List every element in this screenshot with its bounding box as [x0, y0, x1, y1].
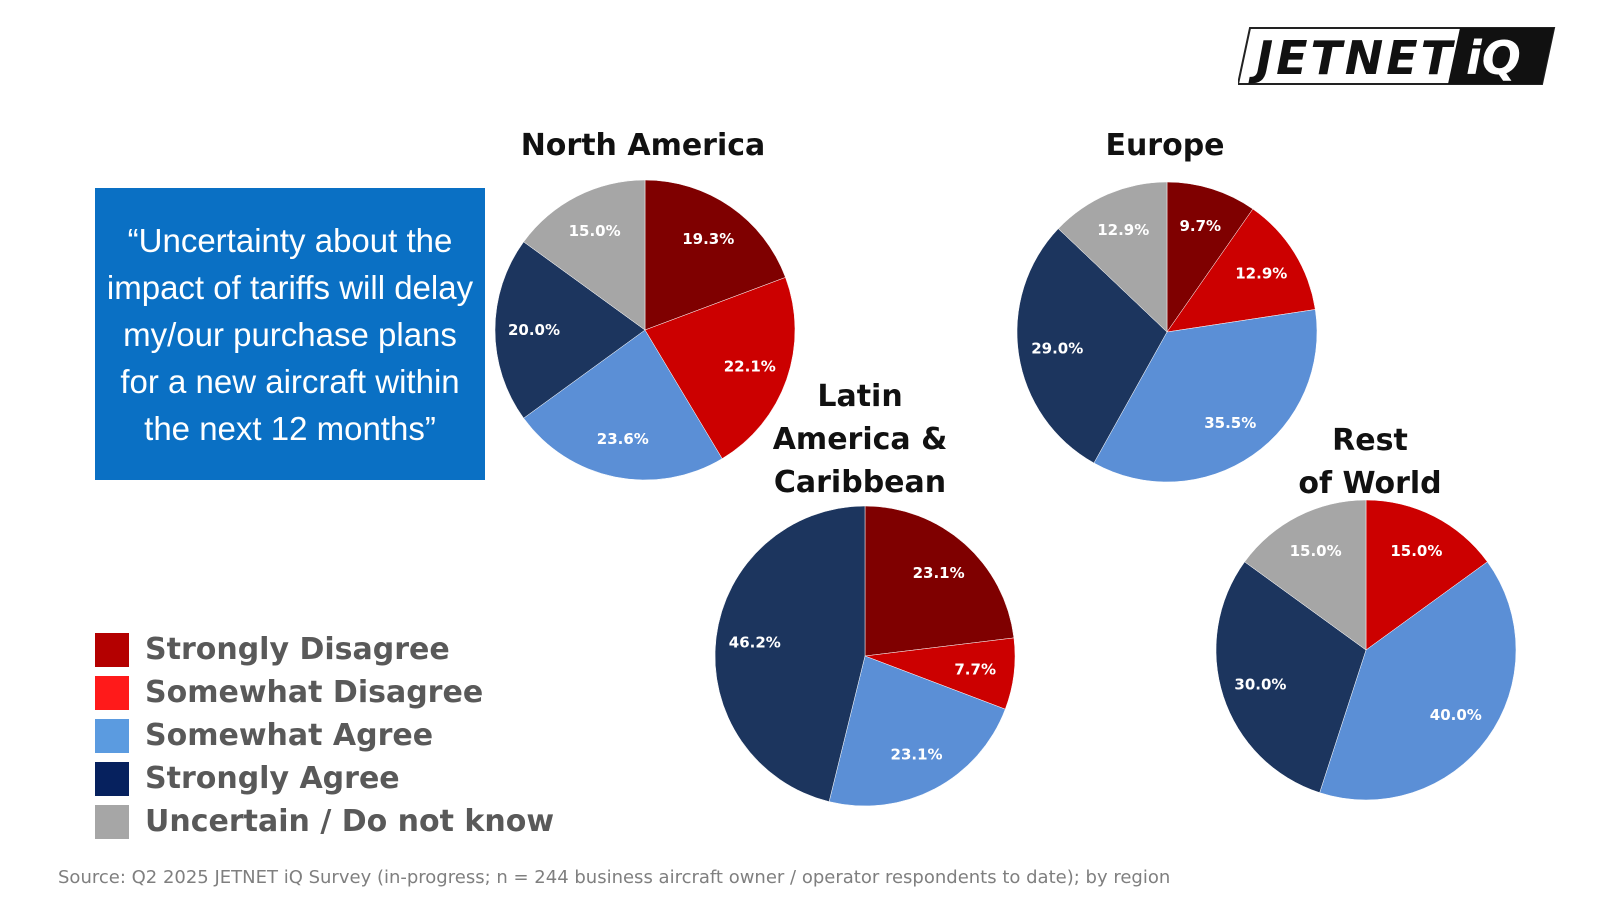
title-line: Latin — [817, 379, 903, 414]
slice-label: 7.7% — [954, 660, 996, 678]
slice-label: 30.0% — [1234, 675, 1286, 693]
pie-slice — [1057, 181, 1168, 333]
pie-slice — [494, 241, 646, 419]
pie-north-america: 19.3% 22.1% 23.6% 20.0% 15.0% — [494, 179, 796, 481]
source-note: Source: Q2 2025 JETNET iQ Survey (in-pro… — [58, 867, 1171, 888]
legend-label: Somewhat Disagree — [145, 675, 484, 710]
title-line: Rest — [1332, 423, 1408, 458]
legend-item: Uncertain / Do not know — [95, 800, 554, 843]
legend-swatch — [95, 761, 129, 796]
slice-label: 35.5% — [1204, 414, 1256, 432]
pie-slice — [828, 655, 1006, 807]
slice-label: 22.1% — [724, 358, 776, 376]
legend-item: Somewhat Disagree — [95, 671, 554, 714]
pie-slice — [1016, 228, 1168, 464]
pie-rest-of-world: 15.0% 40.0% 30.0% 15.0% — [1215, 499, 1517, 801]
legend-label: Strongly Disagree — [145, 632, 450, 667]
pie-slice — [714, 505, 866, 802]
title-latin-america: Latin America & Caribbean — [760, 375, 960, 504]
svg-text:iQ: iQ — [1466, 31, 1521, 85]
slice-label: 19.3% — [682, 230, 734, 248]
legend-label: Uncertain / Do not know — [145, 804, 555, 839]
slice-label: 29.0% — [1031, 340, 1083, 358]
pie-slice — [523, 329, 723, 481]
pie-slice — [1365, 499, 1488, 651]
quote-box: “Uncertainty about the impact of tariffs… — [95, 188, 485, 480]
legend-item: Somewhat Agree — [95, 714, 554, 757]
pie-slice — [1166, 181, 1254, 333]
pie-latin-america-caribbean: 23.1% 7.7% 23.1% 46.2% — [714, 505, 1016, 807]
pie-slice — [1215, 561, 1367, 793]
slice-label: 15.0% — [1290, 542, 1342, 560]
slice-label: 12.9% — [1097, 221, 1149, 239]
pie-slice — [1244, 499, 1367, 651]
pie-slice — [1319, 561, 1517, 801]
legend-swatch — [95, 804, 129, 839]
svg-text:JETNET: JETNET — [1248, 31, 1456, 85]
pie-europe: 9.7% 12.9% 35.5% 29.0% 12.9% — [1016, 181, 1318, 483]
legend-swatch — [95, 632, 129, 667]
legend-label: Strongly Agree — [145, 761, 400, 796]
slice-label: 46.2% — [729, 634, 781, 652]
legend-item: Strongly Agree — [95, 757, 554, 800]
slice-label: 15.0% — [1390, 542, 1442, 560]
title-line: Caribbean — [773, 465, 947, 500]
pie-slice — [1093, 309, 1318, 483]
slice-label: 23.1% — [891, 745, 943, 763]
slice-label: 40.0% — [1430, 706, 1482, 724]
title-europe: Europe — [1105, 128, 1225, 163]
slice-label: 23.6% — [597, 430, 649, 448]
title-line: America & — [772, 422, 948, 457]
slice-label: 9.7% — [1179, 217, 1221, 235]
title-line: of World — [1298, 466, 1442, 501]
pie-slice — [644, 277, 796, 459]
jetnet-iq-logo: JETNET iQ — [1238, 27, 1556, 85]
legend-swatch — [95, 718, 129, 753]
pie-slice — [644, 179, 786, 331]
legend: Strongly Disagree Somewhat Disagree Some… — [95, 628, 554, 843]
slice-label: 20.0% — [508, 321, 560, 339]
title-rest-of-world: Rest of World — [1270, 419, 1470, 505]
quote-text: “Uncertainty about the impact of tariffs… — [106, 221, 474, 447]
legend-label: Somewhat Agree — [145, 718, 434, 753]
pie-slice — [523, 179, 646, 331]
title-north-america: North America — [520, 128, 766, 163]
slice-label: 23.1% — [913, 564, 965, 582]
slice-label: 12.9% — [1235, 264, 1287, 282]
pie-slice — [864, 505, 1015, 657]
slice-label: 15.0% — [569, 222, 621, 240]
legend-swatch — [95, 675, 129, 710]
pie-slice — [1166, 208, 1316, 333]
legend-item: Strongly Disagree — [95, 628, 554, 671]
